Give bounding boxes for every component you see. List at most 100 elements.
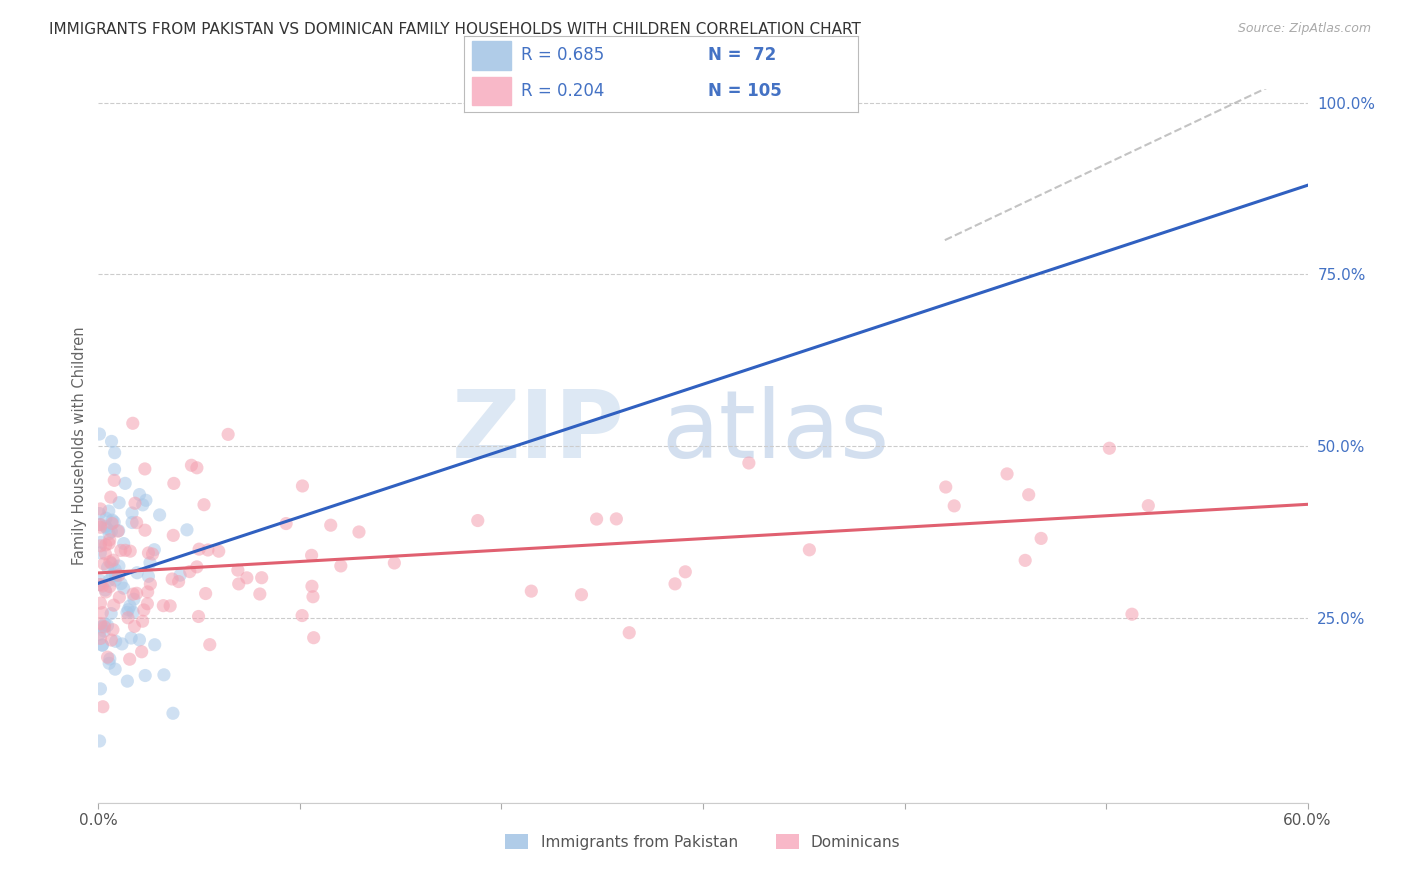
- Point: [117, 611, 139, 625]
- Point: [1137, 499, 1160, 513]
- Point: [101, 623, 124, 637]
- Point: [98, 652, 121, 666]
- Point: [122, 592, 145, 607]
- Point: [108, 496, 131, 510]
- Point: [134, 462, 156, 476]
- Point: [96, 521, 118, 535]
- Point: [197, 543, 219, 558]
- Point: [94, 582, 117, 597]
- Point: [94, 519, 117, 533]
- Point: [89, 517, 111, 532]
- Point: [89, 596, 111, 610]
- Point: [94, 585, 117, 599]
- Point: [110, 543, 132, 558]
- Bar: [472, 41, 512, 70]
- Point: [114, 543, 136, 558]
- Point: [1029, 532, 1052, 546]
- Point: [121, 506, 143, 520]
- Point: [467, 514, 489, 528]
- Point: [114, 476, 136, 491]
- Point: [132, 603, 155, 617]
- Point: [98, 526, 121, 541]
- Text: atlas: atlas: [661, 385, 890, 478]
- Point: [89, 502, 111, 516]
- Point: [107, 524, 129, 538]
- Point: [995, 467, 1018, 481]
- Text: N =  72: N = 72: [709, 46, 776, 64]
- Point: [89, 517, 111, 532]
- Point: [160, 572, 183, 586]
- Point: [89, 520, 111, 534]
- Point: [135, 493, 157, 508]
- Point: [193, 498, 215, 512]
- Point: [149, 508, 172, 522]
- Point: [236, 571, 259, 585]
- Point: [96, 618, 118, 632]
- Point: [162, 528, 184, 542]
- Point: [138, 546, 160, 560]
- Point: [520, 584, 543, 599]
- Point: [226, 563, 249, 577]
- Point: [122, 587, 145, 601]
- Point: [104, 662, 127, 676]
- Point: [664, 577, 686, 591]
- Point: [291, 479, 314, 493]
- Point: [276, 516, 298, 531]
- Point: [194, 586, 217, 600]
- Point: [118, 599, 141, 613]
- Point: [301, 549, 323, 563]
- Point: [131, 645, 153, 659]
- Point: [117, 674, 139, 689]
- Point: [186, 460, 208, 475]
- Point: [107, 568, 129, 582]
- Point: [98, 533, 121, 547]
- Point: [103, 474, 125, 488]
- Point: [89, 427, 111, 442]
- Text: Source: ZipAtlas.com: Source: ZipAtlas.com: [1237, 22, 1371, 36]
- Point: [319, 518, 342, 533]
- Point: [136, 585, 159, 599]
- Point: [107, 524, 129, 538]
- Text: IMMIGRANTS FROM PAKISTAN VS DOMINICAN FAMILY HOUSEHOLDS WITH CHILDREN CORRELATIO: IMMIGRANTS FROM PAKISTAN VS DOMINICAN FA…: [49, 22, 860, 37]
- Point: [738, 456, 761, 470]
- Point: [125, 586, 148, 600]
- Point: [100, 633, 122, 648]
- Point: [108, 591, 131, 605]
- Point: [228, 577, 250, 591]
- Point: [1121, 607, 1143, 622]
- Point: [104, 568, 127, 582]
- Point: [163, 476, 186, 491]
- Point: [139, 556, 162, 570]
- Point: [152, 599, 174, 613]
- Point: [128, 487, 150, 501]
- Point: [93, 557, 115, 571]
- Point: [179, 565, 201, 579]
- Point: [128, 632, 150, 647]
- Point: [101, 553, 124, 567]
- Point: [935, 480, 957, 494]
- Point: [1018, 488, 1040, 502]
- Point: [208, 544, 231, 558]
- Point: [1014, 553, 1036, 567]
- Point: [799, 542, 821, 557]
- Point: [198, 638, 221, 652]
- Point: [112, 536, 135, 550]
- Point: [124, 496, 146, 510]
- Point: [571, 588, 593, 602]
- Point: [97, 560, 120, 574]
- Point: [187, 609, 209, 624]
- Point: [93, 620, 115, 634]
- Point: [91, 638, 114, 652]
- Point: [143, 638, 166, 652]
- Point: [89, 616, 111, 631]
- Point: [98, 536, 121, 550]
- Point: [104, 634, 127, 648]
- Point: [91, 638, 114, 652]
- Point: [121, 516, 143, 530]
- Point: [138, 569, 160, 583]
- Point: [347, 524, 370, 539]
- Point: [90, 574, 112, 588]
- Point: [89, 627, 111, 641]
- Point: [117, 603, 139, 617]
- Point: [98, 574, 121, 588]
